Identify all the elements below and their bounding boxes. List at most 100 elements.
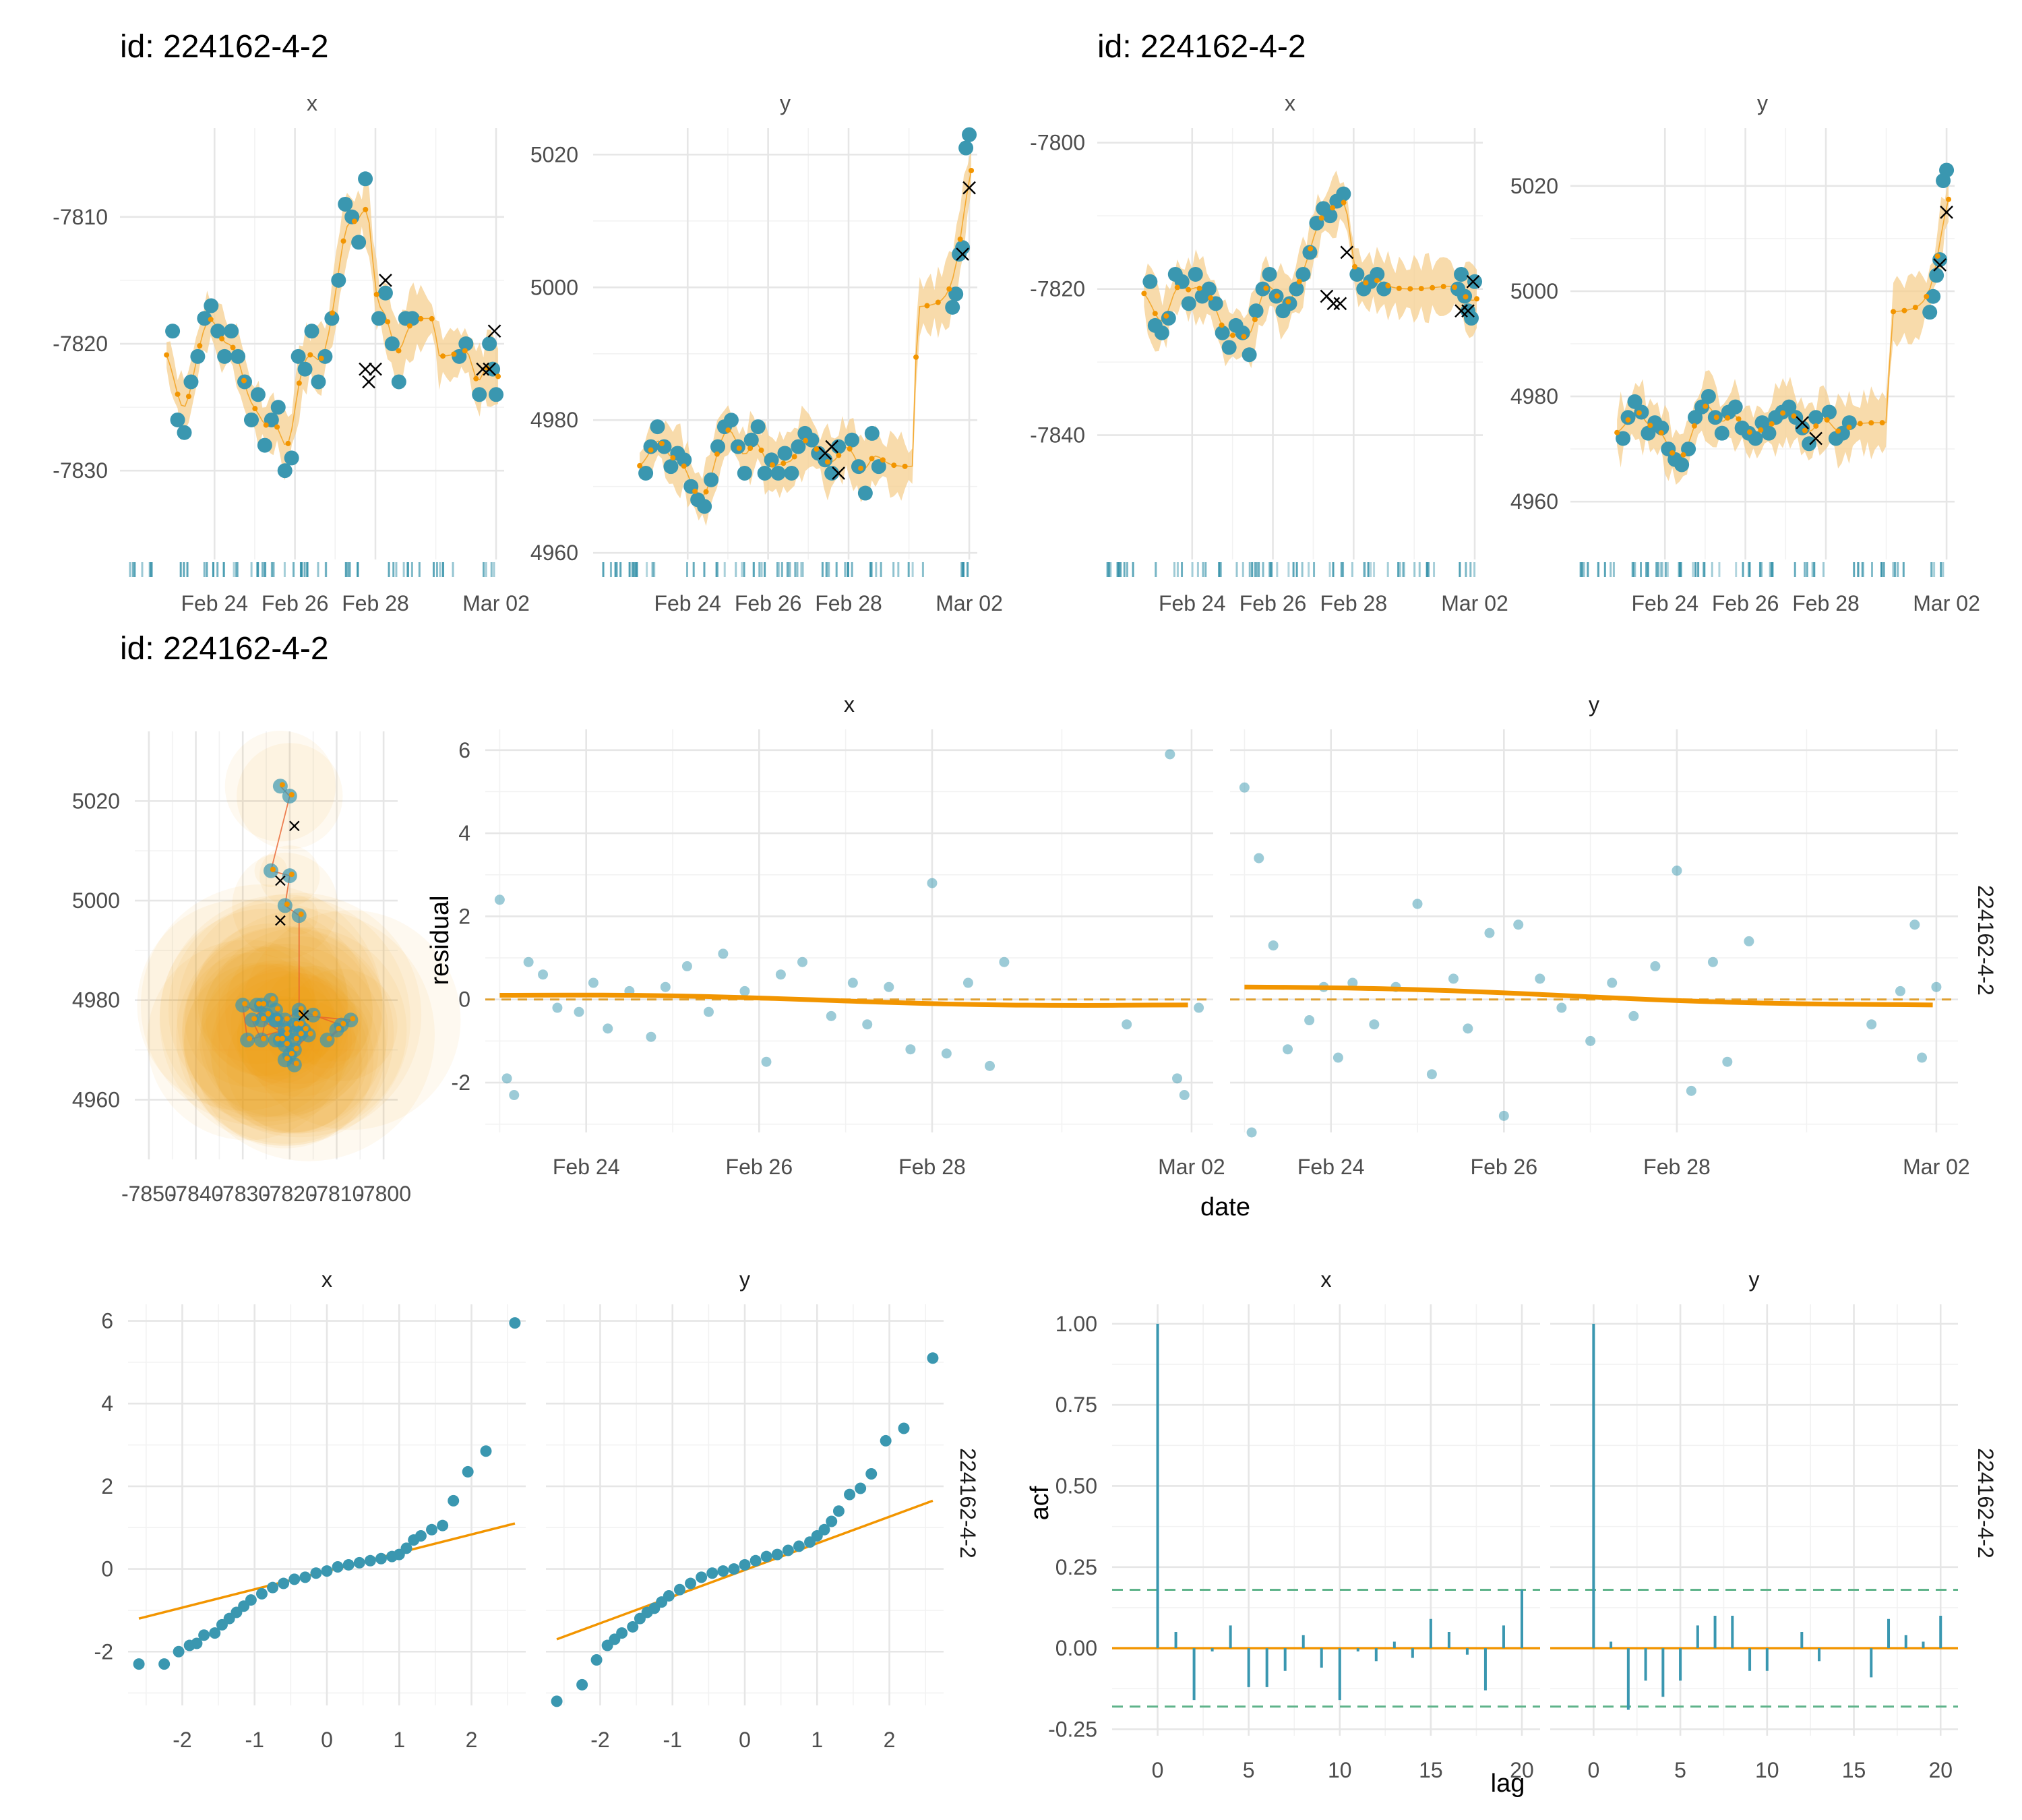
- x-tick-label: Feb 28: [815, 591, 882, 615]
- qq-point: [198, 1629, 210, 1641]
- qq-point: [415, 1530, 427, 1542]
- observation-point: [1454, 266, 1469, 282]
- qq-point: [673, 1583, 685, 1596]
- facet-strip-label: y: [1749, 1267, 1760, 1292]
- observation-point: [638, 466, 654, 481]
- fitted-track-point: [298, 1010, 304, 1017]
- x-tick-label: -7810: [309, 1182, 365, 1206]
- facet-b-y: y Feb 24 Feb 26 Feb 28 Mar 02 4960 4980 5000 502…: [1510, 91, 1980, 615]
- qq-point: [133, 1658, 145, 1670]
- observation-point: [1688, 410, 1703, 425]
- y-tick-label: 5020: [72, 789, 120, 813]
- fitted-point: [318, 355, 324, 361]
- x-tick-label: Feb 26: [1471, 1155, 1538, 1179]
- predicted-cross: [1940, 206, 1953, 219]
- observation-point: [1701, 389, 1716, 404]
- fitted-track-point: [279, 782, 285, 788]
- observation-point: [1349, 266, 1365, 282]
- observation-point: [710, 439, 726, 454]
- qq-point: [728, 1563, 740, 1575]
- x-tick-label: -7850: [121, 1182, 177, 1206]
- x-tick-label: Mar 02: [1158, 1155, 1225, 1179]
- qq-point: [462, 1465, 474, 1478]
- observation-point: [1255, 281, 1270, 297]
- observation-point: [1302, 245, 1318, 260]
- y-tick-label: 6: [458, 738, 470, 762]
- fitted-point: [164, 352, 170, 358]
- predicted-cross: [1466, 274, 1480, 289]
- fitted-point: [902, 463, 908, 469]
- x-tick-label: Mar 02: [1913, 591, 1980, 615]
- residual-point: [962, 977, 973, 988]
- fitted-point: [406, 323, 412, 329]
- residual-point: [1722, 1056, 1733, 1067]
- residual-point: [646, 1031, 656, 1042]
- fitted-point: [1285, 299, 1291, 305]
- predicted-cross: [487, 324, 501, 338]
- residual-point: [1179, 1090, 1190, 1101]
- prediction-band: [166, 172, 499, 481]
- observation-point: [404, 311, 420, 326]
- observation-point: [737, 466, 752, 481]
- observation-point: [338, 196, 353, 212]
- residual-point: [1917, 1052, 1928, 1063]
- x-tick-label: Feb 24: [181, 591, 248, 615]
- residual-point: [681, 961, 692, 971]
- fitted-point: [869, 456, 875, 462]
- residual-point: [588, 977, 599, 988]
- facet-strip-label: x: [307, 91, 317, 115]
- fitted-point: [924, 303, 930, 309]
- residual-point: [603, 1023, 613, 1034]
- fitted-point: [1230, 332, 1236, 338]
- fitted-point: [824, 459, 830, 465]
- observation-point: [351, 235, 367, 250]
- observation-point: [1154, 325, 1169, 340]
- fitted-point: [175, 391, 181, 397]
- qq-point: [717, 1565, 729, 1577]
- residual-x-axis-title: date: [1200, 1193, 1250, 1221]
- observation-point: [871, 459, 886, 475]
- fitted-point: [836, 452, 842, 458]
- observation-point: [304, 324, 319, 339]
- predicted-cross: [379, 274, 392, 287]
- fitted-point: [1341, 200, 1347, 206]
- observation-point: [1761, 425, 1777, 441]
- fitted-point: [1658, 430, 1664, 436]
- qq-point: [480, 1445, 492, 1457]
- fitted-point: [1680, 452, 1686, 458]
- qq-point: [832, 1505, 845, 1517]
- observation-point: [197, 311, 212, 326]
- qq-point: [173, 1645, 185, 1658]
- observation-point: [677, 452, 692, 468]
- residual-point: [1426, 1069, 1437, 1080]
- predicted-cross: [1461, 304, 1475, 318]
- fitted-point: [670, 455, 676, 461]
- residual-point: [1239, 782, 1250, 793]
- y-tick-label: -2: [94, 1639, 113, 1664]
- acf-x-axis-title: lag: [1491, 1769, 1525, 1798]
- x-tick-label: Feb 26: [262, 591, 329, 615]
- fitted-point: [880, 457, 886, 463]
- residual-point: [574, 1006, 584, 1017]
- observation-point: [1641, 425, 1656, 441]
- residual-point: [1172, 1073, 1183, 1084]
- qq-point: [927, 1352, 939, 1364]
- x-tick-label: Mar 02: [936, 591, 1003, 615]
- x-tick-label: 0: [1587, 1758, 1599, 1782]
- fitted-point: [935, 299, 941, 305]
- fitted-point: [1440, 284, 1446, 290]
- prediction-band: [1144, 170, 1477, 369]
- fitted-point: [1857, 421, 1863, 427]
- observation-point: [857, 485, 873, 501]
- x-tick-label: Feb 28: [1320, 591, 1388, 615]
- observation-point: [358, 171, 373, 187]
- fitted-point: [1813, 423, 1819, 429]
- y-tick-label: 2: [101, 1474, 113, 1498]
- predicted-cross: [289, 820, 300, 832]
- fitted-point: [1186, 286, 1192, 293]
- observation-point: [948, 286, 964, 302]
- fitted-point: [307, 352, 313, 358]
- fitted-point: [803, 437, 809, 444]
- fitted-point: [681, 463, 687, 469]
- predicted-cross: [962, 181, 976, 195]
